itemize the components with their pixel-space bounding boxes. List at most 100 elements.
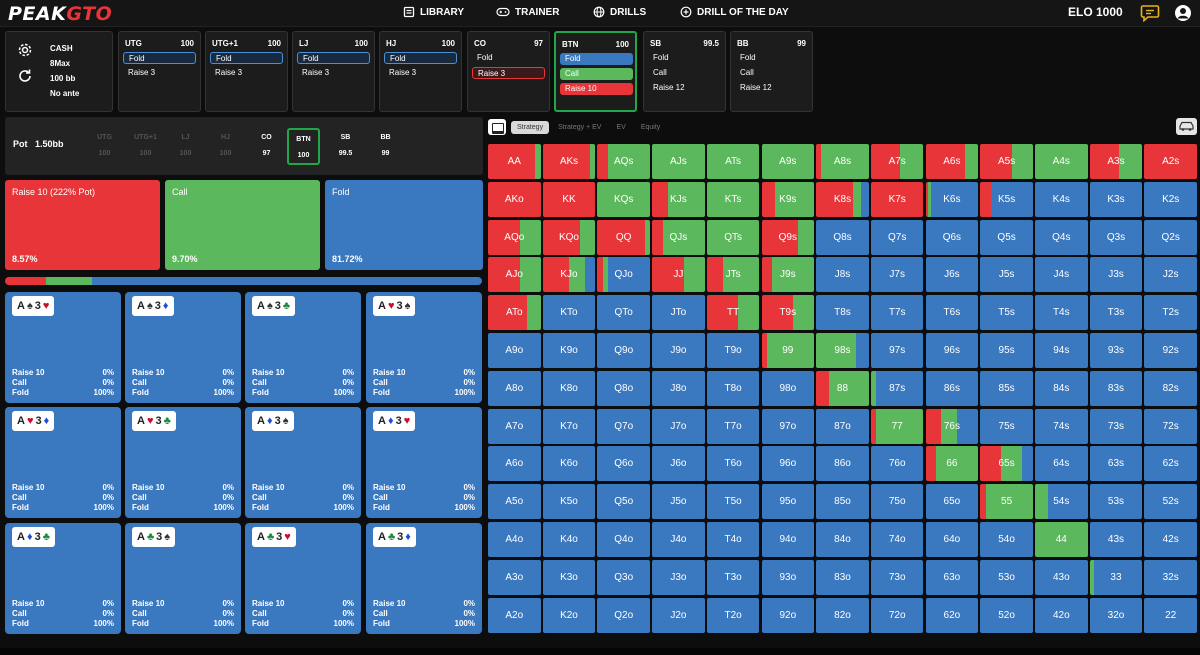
hand-cell[interactable]: A4s xyxy=(1035,144,1088,179)
hand-cell[interactable]: Q9o xyxy=(597,333,650,368)
combo-card[interactable]: A ♣ 3 ♥ Raise 10 0% Call 0% Fold 100% xyxy=(245,523,361,634)
hand-cell[interactable]: K7o xyxy=(542,408,596,444)
hand-cell[interactable]: KJo xyxy=(542,257,596,293)
combo-card[interactable]: A ♦ 3 ♣ Raise 10 0% Call 0% Fold 100% xyxy=(5,523,121,634)
nav-drill-of-the-day[interactable]: DRILL OF THE DAY xyxy=(680,6,789,18)
hand-cell[interactable]: 52o xyxy=(980,597,1033,633)
car-icon[interactable] xyxy=(1176,118,1197,135)
hand-cell[interactable]: 95o xyxy=(761,484,815,520)
hand-cell[interactable]: 63s xyxy=(1089,446,1143,482)
hand-cell[interactable]: A8o xyxy=(488,370,541,406)
hand-cell[interactable]: 73o xyxy=(870,559,924,595)
seat-action-fold[interactable]: Fold xyxy=(477,53,493,62)
hand-cell[interactable]: A4o xyxy=(488,522,541,557)
seat-action-fold[interactable]: Fold xyxy=(384,52,457,64)
hand-cell[interactable]: K8o xyxy=(542,370,596,406)
hand-cell[interactable]: A9o xyxy=(488,333,541,368)
hand-cell[interactable]: 86s xyxy=(925,370,979,406)
seat-hj[interactable]: HJ 100 Fold Raise 3 xyxy=(379,31,462,112)
hand-cell[interactable]: AQs xyxy=(597,144,650,179)
hand-cell[interactable]: T9o xyxy=(706,333,760,368)
seat-action-raise-10[interactable]: Raise 10 xyxy=(560,83,633,95)
seat-action-call[interactable]: Call xyxy=(740,68,754,77)
hand-cell[interactable]: 74s xyxy=(1035,408,1088,444)
hand-cell[interactable]: J4o xyxy=(652,522,705,557)
hand-cell[interactable]: A9s xyxy=(761,144,815,179)
hand-cell[interactable]: QJs xyxy=(652,219,705,255)
hand-cell[interactable]: K4s xyxy=(1035,181,1088,217)
hand-cell[interactable]: 98o xyxy=(761,370,815,406)
hand-cell[interactable]: Q9s xyxy=(761,219,815,255)
hand-cell[interactable]: J2s xyxy=(1144,257,1197,293)
hand-cell[interactable]: 44 xyxy=(1035,522,1088,557)
hand-cell[interactable]: K5s xyxy=(980,181,1033,217)
hand-cell[interactable]: KQo xyxy=(542,219,596,255)
seat-action-fold[interactable]: Fold xyxy=(653,53,669,62)
hand-cell[interactable]: 94o xyxy=(761,522,815,557)
seat-btn[interactable]: BTN 100 Fold Call Raise 10 xyxy=(554,31,637,112)
hand-cell[interactable]: JTs xyxy=(706,257,760,293)
action-summary-call[interactable]: Call 9.70% xyxy=(165,180,320,270)
hand-cell[interactable]: 55 xyxy=(980,484,1033,520)
hand-cell[interactable]: J7o xyxy=(652,408,705,444)
hand-cell[interactable]: K6s xyxy=(925,181,979,217)
hand-cell[interactable]: 85o xyxy=(816,484,869,520)
seat-bb[interactable]: BB 99 Fold Call Raise 12 xyxy=(730,31,813,112)
hand-cell[interactable]: A2o xyxy=(488,597,541,633)
hand-cell[interactable]: AJs xyxy=(652,144,705,179)
hand-cell[interactable]: K2s xyxy=(1144,181,1197,217)
tab-strategy[interactable]: Strategy xyxy=(511,120,550,134)
hand-cell[interactable]: Q5s xyxy=(980,219,1033,255)
hand-cell[interactable]: T9s xyxy=(761,295,815,331)
hand-cell[interactable]: 93o xyxy=(761,559,815,595)
hand-cell[interactable]: 32o xyxy=(1089,597,1143,633)
hand-cell[interactable]: J6o xyxy=(652,446,705,482)
hand-cell[interactable]: 86o xyxy=(816,446,869,482)
hand-cell[interactable]: A8s xyxy=(816,144,869,179)
hand-cell[interactable]: K2o xyxy=(542,597,596,633)
settings-gear-icon[interactable] xyxy=(17,42,33,58)
hand-cell[interactable]: 98s xyxy=(816,333,869,368)
hand-cell[interactable]: AQo xyxy=(488,219,541,255)
hand-cell[interactable]: 53o xyxy=(980,559,1033,595)
hand-cell[interactable]: Q7s xyxy=(870,219,924,255)
hand-cell[interactable]: 76s xyxy=(925,408,979,444)
hand-cell[interactable]: 62o xyxy=(925,597,979,633)
hand-cell[interactable]: 83o xyxy=(816,559,869,595)
hand-cell[interactable]: K8s xyxy=(816,181,869,217)
hand-cell[interactable]: 95s xyxy=(980,333,1033,368)
nav-drills[interactable]: DRILLS xyxy=(593,6,646,18)
hand-cell[interactable]: 52s xyxy=(1144,484,1197,520)
hand-cell[interactable]: T5s xyxy=(980,295,1033,331)
hand-cell[interactable]: 88 xyxy=(816,370,869,406)
nav-trainer[interactable]: TRAINER xyxy=(496,6,559,18)
hand-cell[interactable]: K3s xyxy=(1089,181,1143,217)
hand-cell[interactable]: J4s xyxy=(1035,257,1088,293)
hand-cell[interactable]: 66 xyxy=(925,446,979,482)
hand-cell[interactable]: 73s xyxy=(1089,408,1143,444)
seat-co[interactable]: CO 97 Fold Raise 3 xyxy=(467,31,550,112)
hand-cell[interactable]: 84s xyxy=(1035,370,1088,406)
hand-cell[interactable]: ATs xyxy=(706,144,760,179)
seat-action-raise-12[interactable]: Raise 12 xyxy=(653,83,685,92)
hand-cell[interactable]: 54s xyxy=(1035,484,1088,520)
hand-cell[interactable]: 83s xyxy=(1089,370,1143,406)
hand-cell[interactable]: AKs xyxy=(542,144,596,179)
hand-cell[interactable]: KJs xyxy=(652,181,705,217)
hand-cell[interactable]: J3s xyxy=(1089,257,1143,293)
hand-cell[interactable]: 75s xyxy=(980,408,1033,444)
combo-card[interactable]: A ♣ 3 ♦ Raise 10 0% Call 0% Fold 100% xyxy=(366,523,482,634)
hand-cell[interactable]: 99 xyxy=(761,333,815,368)
hand-cell[interactable]: T7s xyxy=(870,295,924,331)
seat-action-fold[interactable]: Fold xyxy=(123,52,196,64)
hand-cell[interactable]: A3s xyxy=(1089,144,1143,179)
grid-view-icon[interactable] xyxy=(488,119,506,135)
hand-cell[interactable]: 33 xyxy=(1089,559,1143,595)
hand-cell[interactable]: JJ xyxy=(652,257,705,293)
hand-cell[interactable]: K9o xyxy=(542,333,596,368)
hand-cell[interactable]: 64s xyxy=(1035,446,1088,482)
hand-cell[interactable]: T6o xyxy=(706,446,760,482)
seat-action-raise-3[interactable]: Raise 3 xyxy=(215,68,243,77)
combo-card[interactable]: A ♥ 3 ♠ Raise 10 0% Call 0% Fold 100% xyxy=(366,292,482,403)
hand-cell[interactable]: T8o xyxy=(706,370,760,406)
